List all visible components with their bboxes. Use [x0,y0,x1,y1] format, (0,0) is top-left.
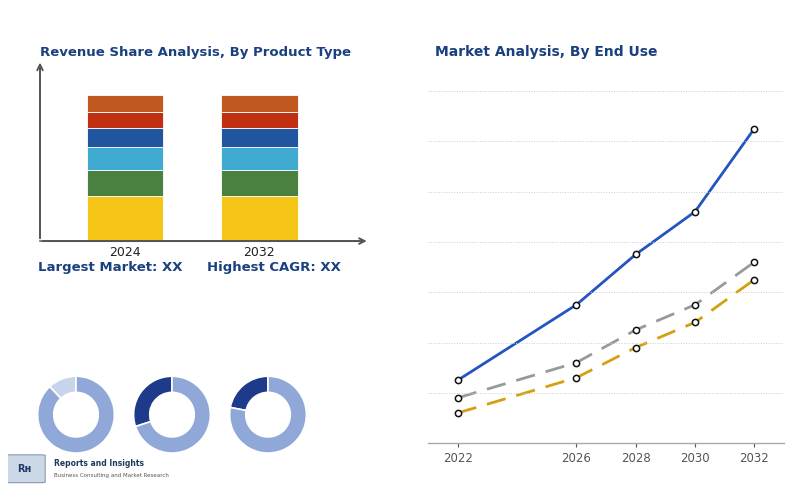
Text: Revenue Share Analysis, By Product Type: Revenue Share Analysis, By Product Type [40,46,351,59]
Wedge shape [230,376,268,411]
Bar [222,112,298,128]
Bar [87,170,163,196]
Wedge shape [230,376,306,453]
Bar [87,112,163,128]
Bar [87,128,163,147]
Bar [87,147,163,170]
Wedge shape [134,376,172,427]
Text: GLOBAL FLAVOR MODULATOR MARKET SEGMENT ANALYSIS: GLOBAL FLAVOR MODULATOR MARKET SEGMENT A… [12,18,500,33]
Text: Market Analysis, By End Use: Market Analysis, By End Use [435,45,658,59]
Bar [222,196,298,241]
Bar [87,196,163,241]
Text: Rʜ: Rʜ [18,464,32,474]
Text: Reports and Insights: Reports and Insights [54,460,144,468]
Bar [222,95,298,112]
Text: Business Consulting and Market Research: Business Consulting and Market Research [54,473,169,478]
FancyBboxPatch shape [5,455,45,483]
Wedge shape [50,376,76,398]
Wedge shape [135,376,210,453]
Text: Largest Market: XX: Largest Market: XX [38,262,182,274]
Bar [222,170,298,196]
Text: Highest CAGR: XX: Highest CAGR: XX [207,262,341,274]
Bar [222,147,298,170]
Bar [222,128,298,147]
Bar [87,95,163,112]
Wedge shape [38,376,114,453]
